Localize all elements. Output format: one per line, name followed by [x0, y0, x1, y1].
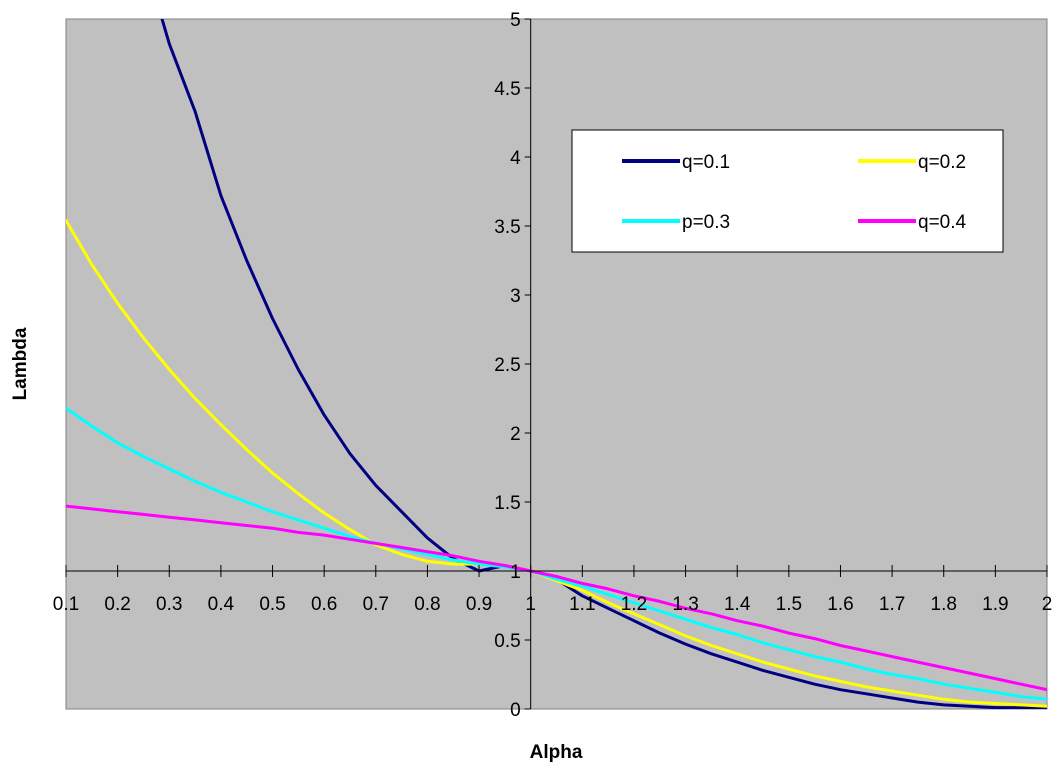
x-tick-label: 0.3 — [156, 594, 182, 615]
x-tick-label: 1.9 — [982, 594, 1008, 615]
y-tick-label: 3.5 — [494, 217, 520, 238]
y-tick-label: 0 — [510, 700, 521, 721]
x-tick-label: 0.1 — [53, 594, 79, 615]
x-tick-label: 0.9 — [466, 594, 492, 615]
series-line-3 — [66, 406, 1047, 701]
x-tick-label: 1 — [525, 594, 536, 615]
x-tick-label: 1.7 — [879, 594, 905, 615]
y-tick-label: 1.5 — [494, 493, 520, 514]
x-tick-label: 0.7 — [363, 594, 389, 615]
x-tick-label: 1.8 — [931, 594, 957, 615]
x-tick-label: 0.8 — [414, 594, 440, 615]
x-tick-label: 1.4 — [724, 594, 751, 615]
x-tick-label: 1.1 — [569, 594, 595, 615]
x-tick-label: 1.5 — [776, 594, 802, 615]
x-tick-label: 0.5 — [259, 594, 285, 615]
x-tick-label: 0.6 — [311, 594, 337, 615]
axis-layer: 0.1 0.2 0.3 0.4 0.5 0.6 0.7 0.8 0.9 1 1.1 1.2 1.3 1.4… — [53, 10, 1053, 721]
y-tick-label: 0.5 — [494, 631, 520, 652]
legend-label-3: p=0.3 — [682, 212, 730, 233]
y-tick-label: 1 — [510, 562, 521, 583]
y-tick-label: 2 — [510, 424, 521, 445]
x-tick-label: 1.3 — [672, 594, 698, 615]
x-tick-label: 0.2 — [104, 594, 130, 615]
y-axis-title: Lambda — [10, 327, 31, 400]
x-tick-label: 1.6 — [827, 594, 853, 615]
series-layer — [66, 19, 1047, 709]
y-tick-label: 2.5 — [494, 355, 520, 376]
y-tick-label: 5 — [510, 10, 521, 31]
legend: q=0.1 q=0.2 p=0.3 q=0.4 — [571, 129, 1004, 253]
legend-label-1: q=0.1 — [682, 152, 730, 173]
legend-box — [571, 129, 1004, 253]
x-tick-label: 1.2 — [621, 594, 647, 615]
y-tick-label: 4.5 — [494, 79, 520, 100]
series-line-4 — [66, 504, 1047, 692]
y-tick-label: 4 — [510, 148, 521, 169]
x-tick-label: 0.4 — [208, 594, 235, 615]
legend-label-4: q=0.4 — [918, 212, 967, 233]
x-tick-label: 2 — [1042, 594, 1053, 615]
x-axis-title: Alpha — [530, 742, 583, 763]
legend-label-2: q=0.2 — [918, 152, 966, 173]
y-tick-label: 3 — [510, 286, 521, 307]
